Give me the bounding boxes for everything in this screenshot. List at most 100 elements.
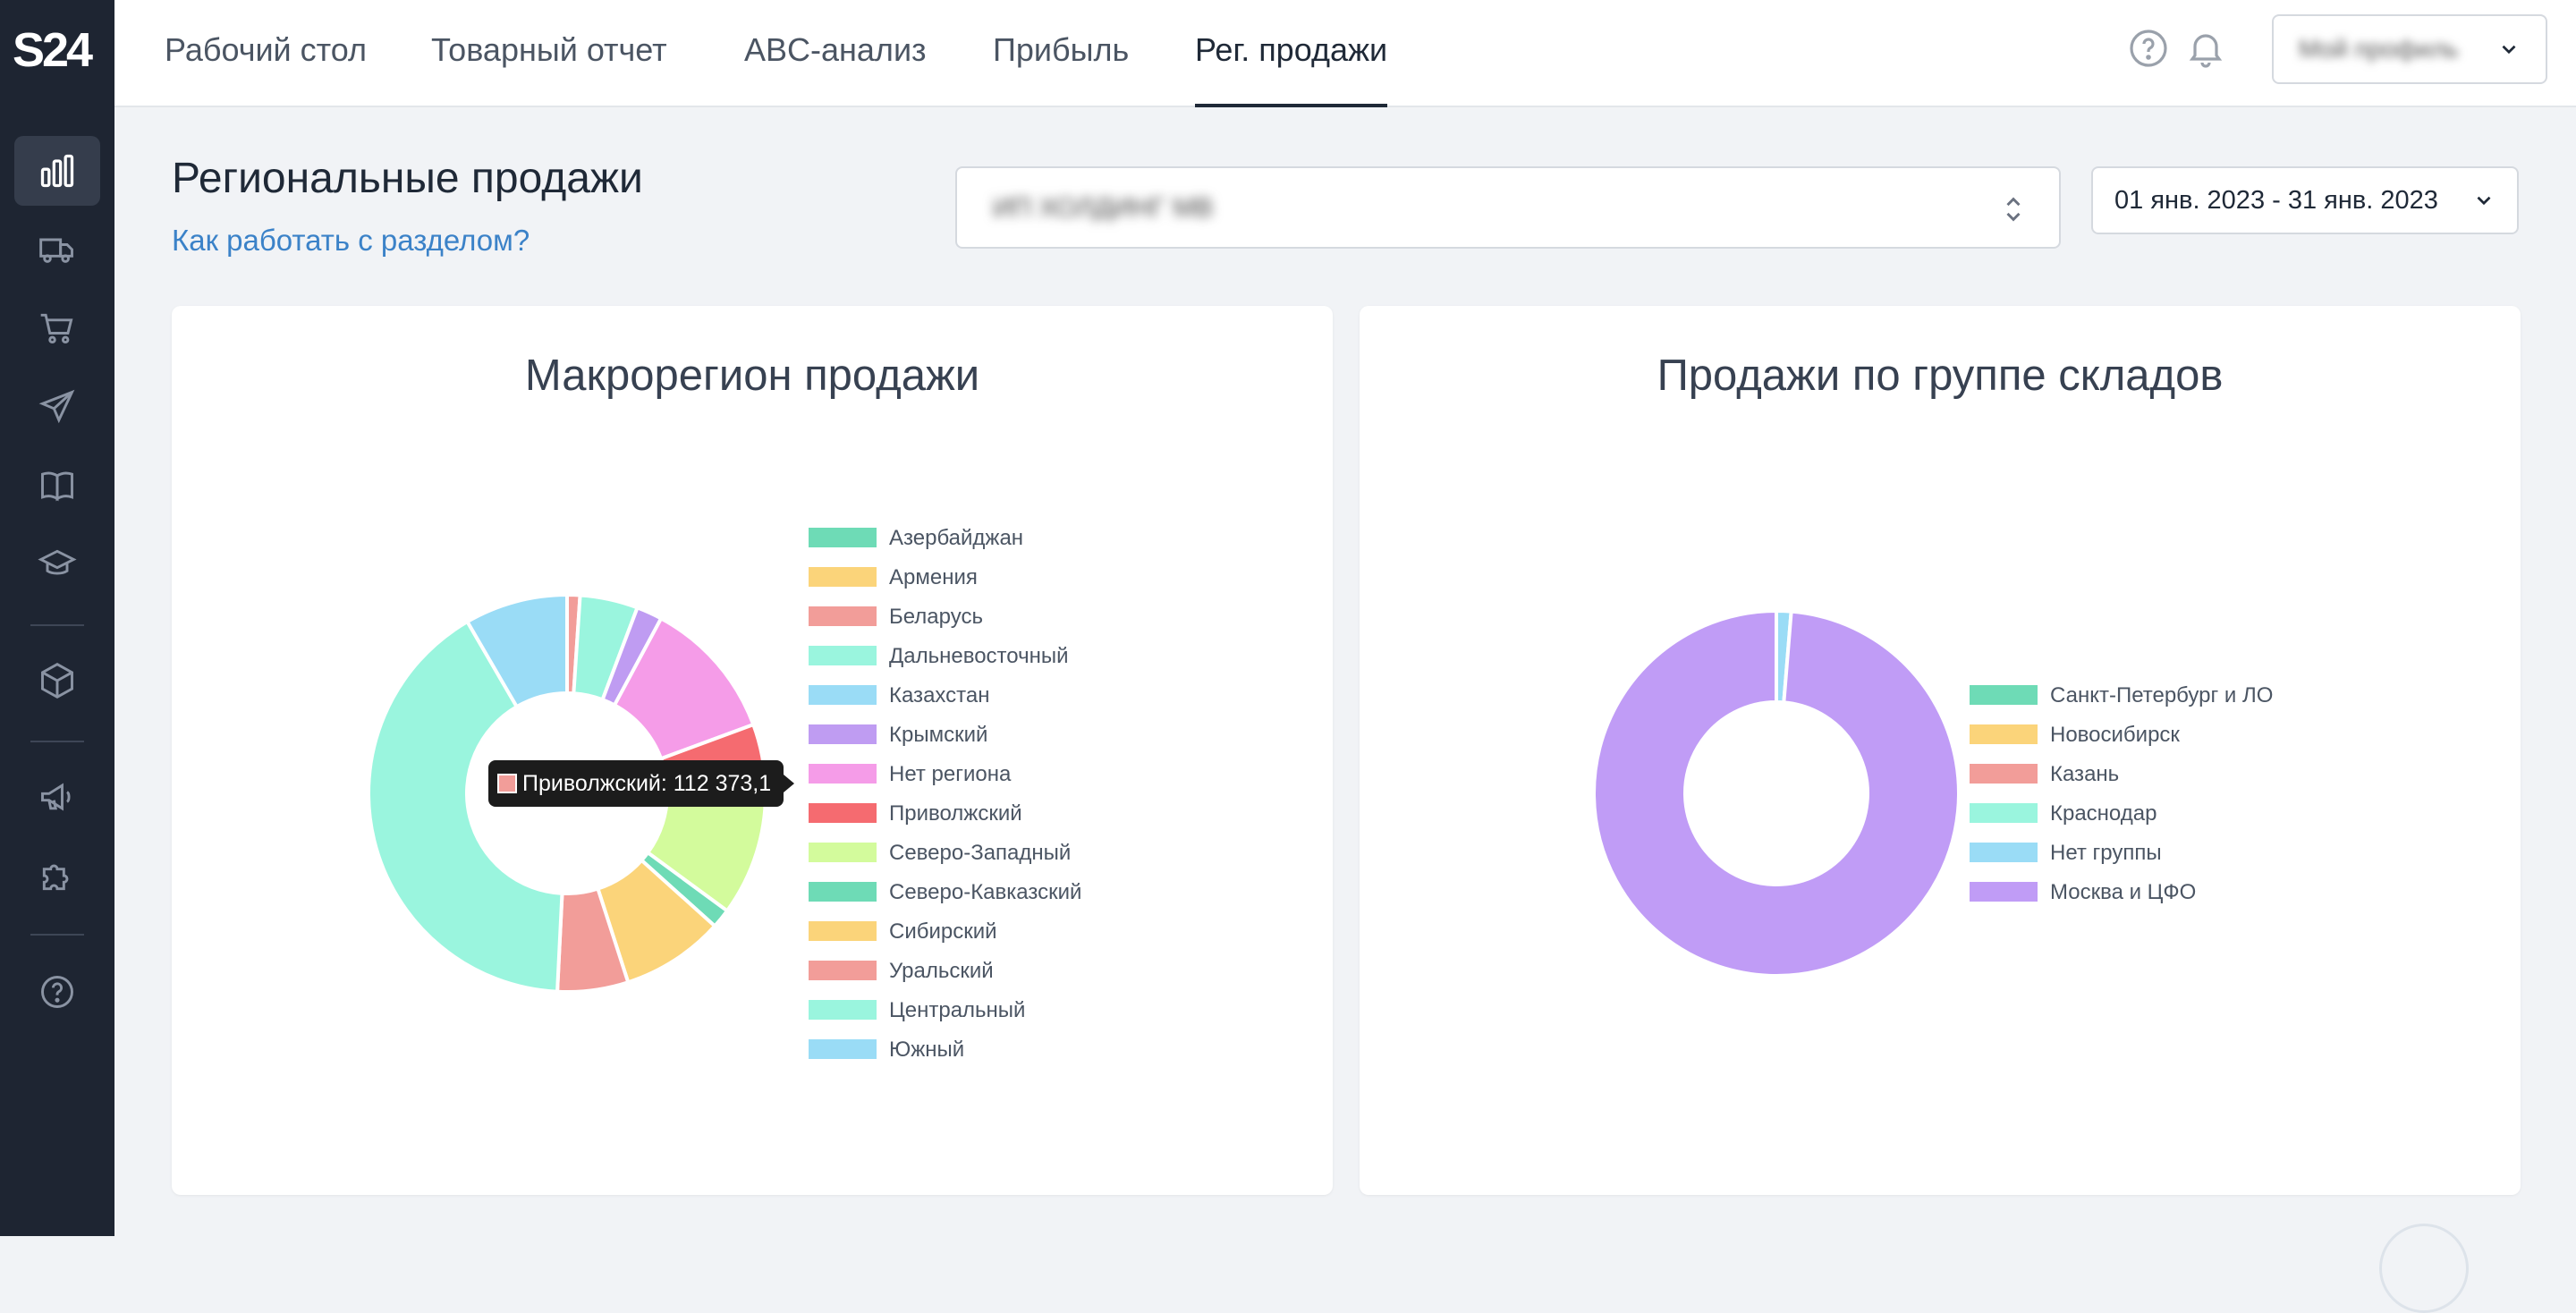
legend-label: Армения — [889, 565, 978, 589]
legend-swatch — [809, 764, 877, 784]
legend-label: Центральный — [889, 998, 1025, 1022]
legend-label: Азербайджан — [889, 526, 1023, 550]
sidebar-item-marketing[interactable] — [14, 762, 100, 832]
legend-label: Крымский — [889, 723, 987, 747]
warehouse-group-chart-card: Продажи по группе складов Санкт-Петербур… — [1360, 306, 2521, 1195]
legend-item[interactable]: Дальневосточный — [809, 644, 1069, 668]
legend-label: Москва и ЦФО — [2050, 880, 2196, 904]
legend-item[interactable]: Центральный — [809, 998, 1025, 1022]
legend-item[interactable]: Армения — [809, 565, 978, 589]
sidebar-item-knowledge[interactable] — [14, 451, 100, 521]
legend-swatch — [809, 1000, 877, 1020]
legend-swatch — [1970, 803, 2038, 823]
app-logo[interactable]: S24 — [13, 23, 93, 77]
legend-swatch — [1970, 685, 2038, 705]
legend-item[interactable]: Новосибирск — [1970, 723, 2180, 747]
legend-label: Нет группы — [2050, 841, 2162, 865]
legend-swatch — [809, 685, 877, 705]
sidebar-item-dashboard[interactable] — [14, 136, 100, 206]
tab-dashboard[interactable]: Рабочий стол — [165, 31, 367, 68]
legend-item[interactable]: Сибирский — [809, 919, 997, 944]
tab-abc-analysis[interactable]: ABC-анализ — [744, 31, 927, 68]
warehouse-donut-chart: Санкт-Петербург и ЛО Новосибирск Казань Кра… — [1592, 608, 2273, 978]
sidebar-item-send[interactable] — [14, 372, 100, 442]
legend-label: Казахстан — [889, 683, 989, 707]
legend-swatch — [809, 803, 877, 823]
sidebar-item-orders[interactable] — [14, 293, 100, 363]
legend-item[interactable]: Уральский — [809, 959, 994, 983]
legend-swatch — [809, 961, 877, 980]
legend-label: Санкт-Петербург и ЛО — [2050, 683, 2273, 707]
legend-swatch — [809, 1039, 877, 1059]
donut-slice-12[interactable] — [367, 619, 564, 994]
tab-regional-sales[interactable]: Рег. продажи — [1195, 0, 1388, 107]
help-link[interactable]: Как работать с разделом? — [172, 224, 530, 257]
legend-item[interactable]: Беларусь — [809, 605, 983, 629]
sidebar: S24 — [0, 0, 114, 1236]
macroregion-donut-chart: Азербайджан Армения Беларусь Дальневосточны… — [367, 526, 1081, 1062]
legend-item[interactable]: Нет группы — [1970, 841, 2162, 865]
legend-item[interactable]: Нет региона — [809, 762, 1012, 786]
legend-swatch — [809, 528, 877, 547]
truck-icon — [39, 238, 73, 263]
legend-item[interactable]: Северо-Кавказский — [809, 880, 1081, 904]
sidebar-item-integrations[interactable] — [14, 841, 100, 911]
puzzle-icon — [42, 864, 69, 891]
legend-item[interactable]: Казань — [1970, 762, 2119, 786]
bar-chart-icon — [40, 154, 74, 188]
legend-item[interactable]: Азербайджан — [809, 526, 1023, 550]
donut-slice-13[interactable] — [464, 592, 569, 709]
legend-label: Южный — [889, 1038, 964, 1062]
sidebar-divider — [30, 624, 84, 626]
legend-label: Сибирский — [889, 919, 997, 944]
tooltip-text: Приволжский: 112 373,1 — [522, 770, 772, 796]
legend-item[interactable]: Приволжский — [809, 801, 1022, 826]
sidebar-item-products[interactable] — [14, 646, 100, 716]
seller-select[interactable]: ИП ХОЛДИНГ МВ — [955, 166, 2061, 249]
updown-chevron-icon — [2006, 197, 2021, 222]
donut-slice-5[interactable] — [1592, 608, 1961, 978]
legend-swatch — [809, 606, 877, 626]
profile-dropdown[interactable]: Мой профиль — [2272, 14, 2547, 84]
cart-icon — [40, 313, 73, 344]
legend-label: Уральский — [889, 959, 994, 983]
legend-item[interactable]: Северо-Западный — [809, 841, 1071, 865]
question-icon — [41, 976, 73, 1008]
bell-icon[interactable] — [2184, 27, 2227, 70]
chart-tooltip: Приволжский: 112 373,1 — [488, 760, 795, 807]
tab-profit[interactable]: Прибыль — [993, 31, 1130, 68]
sidebar-item-delivery[interactable] — [14, 215, 100, 284]
scroll-top-button[interactable] — [2379, 1224, 2469, 1313]
legend-item[interactable]: Южный — [809, 1038, 964, 1062]
legend-swatch — [1970, 724, 2038, 744]
legend-swatch — [809, 882, 877, 902]
legend-label: Дальневосточный — [889, 644, 1069, 668]
tab-product-report[interactable]: Товарный отчет — [431, 31, 667, 68]
legend-label: Беларусь — [889, 605, 983, 629]
chart-title: Макрорегион продажи — [524, 352, 980, 400]
sidebar-item-education[interactable] — [14, 529, 100, 599]
legend-label: Северо-Западный — [889, 841, 1071, 865]
sidebar-item-help[interactable] — [14, 957, 100, 1027]
legend-label: Северо-Кавказский — [889, 880, 1081, 904]
legend-item[interactable]: Казахстан — [809, 683, 989, 707]
box-icon — [41, 662, 73, 699]
legend-item[interactable]: Москва и ЦФО — [1970, 880, 2196, 904]
legend-item[interactable]: Краснодар — [1970, 801, 2157, 826]
tooltip-color-swatch — [497, 774, 517, 793]
top-navigation: Рабочий стол Товарный отчет ABC-анализ П… — [114, 0, 2576, 107]
paper-plane-icon — [38, 389, 75, 424]
sidebar-divider — [30, 934, 84, 936]
sidebar-divider — [30, 741, 84, 742]
legend-swatch — [1970, 882, 2038, 902]
megaphone-icon — [41, 783, 71, 811]
legend-item[interactable]: Крымский — [809, 723, 987, 747]
legend-swatch — [1970, 843, 2038, 862]
help-icon[interactable] — [2127, 27, 2170, 70]
legend-label: Краснодар — [2050, 801, 2157, 826]
legend-swatch — [1970, 764, 2038, 784]
date-range-picker[interactable]: 01 янв. 2023 - 31 янв. 2023 — [2091, 166, 2519, 234]
legend-item[interactable]: Санкт-Петербург и ЛО — [1970, 683, 2273, 707]
profile-name: Мой профиль — [2299, 35, 2459, 63]
legend-label: Нет региона — [889, 762, 1012, 786]
